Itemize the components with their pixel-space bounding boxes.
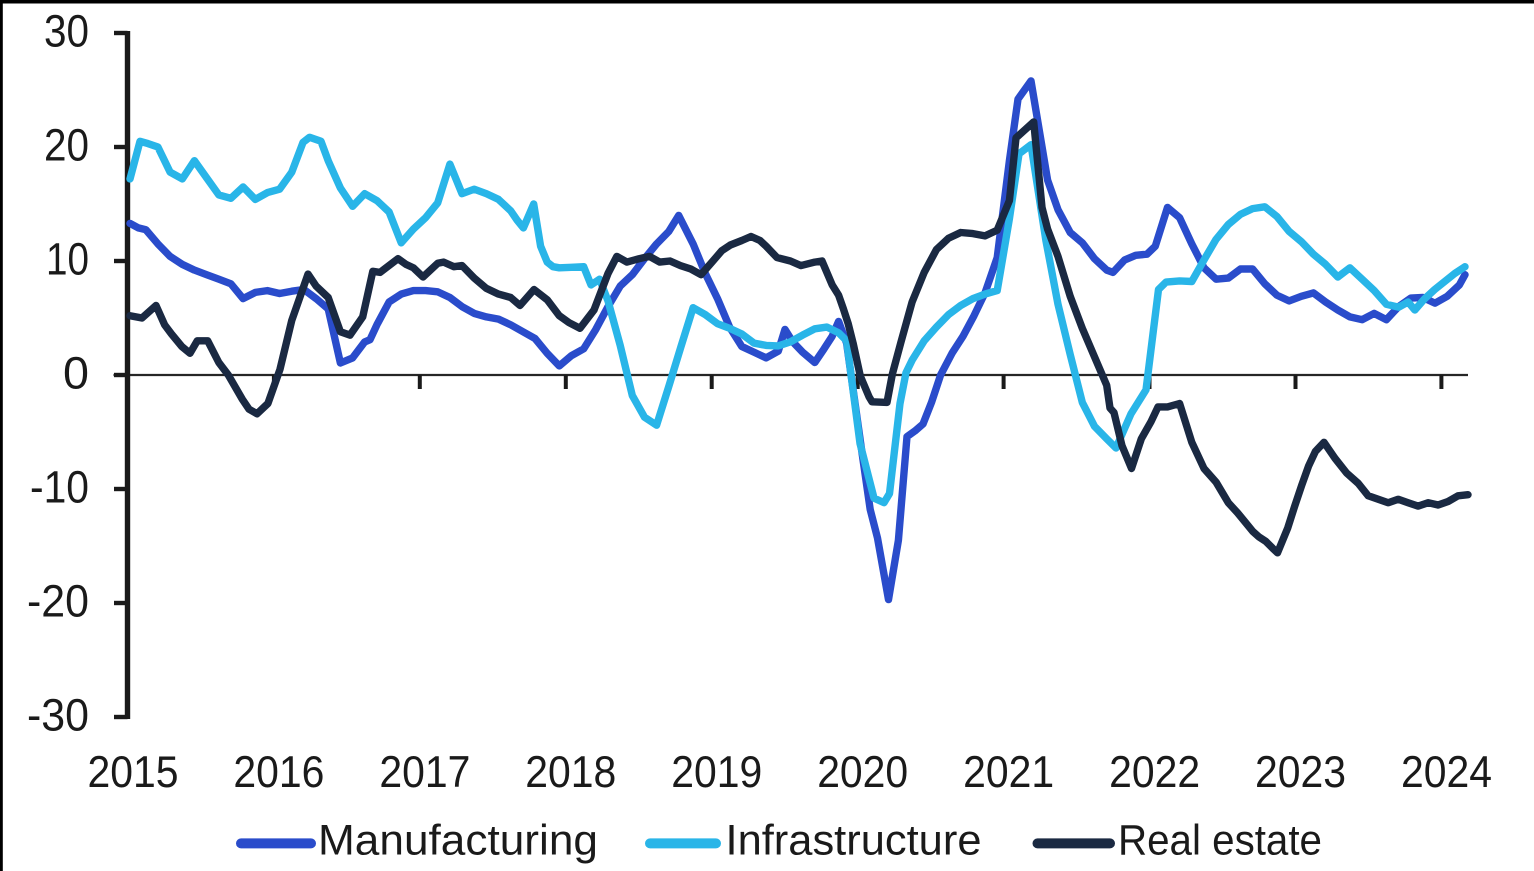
svg-text:20: 20 [44, 120, 89, 171]
svg-text:30: 30 [44, 6, 89, 57]
svg-text:-20: -20 [27, 576, 89, 627]
svg-text:10: 10 [46, 234, 89, 285]
svg-text:2017: 2017 [379, 748, 470, 797]
svg-text:2024: 2024 [1401, 748, 1492, 797]
svg-text:2021: 2021 [963, 748, 1054, 797]
svg-text:2022: 2022 [1109, 748, 1200, 797]
svg-text:Manufacturing: Manufacturing [318, 817, 598, 865]
svg-text:-10: -10 [30, 462, 89, 513]
svg-text:2020: 2020 [817, 748, 908, 797]
svg-text:2018: 2018 [525, 748, 616, 797]
svg-text:Real estate: Real estate [1118, 817, 1322, 865]
svg-text:-30: -30 [27, 690, 89, 741]
svg-text:0: 0 [63, 348, 89, 399]
svg-text:2016: 2016 [233, 748, 324, 797]
svg-text:Infrastructure: Infrastructure [726, 817, 982, 865]
svg-text:2019: 2019 [671, 748, 762, 797]
svg-text:2023: 2023 [1255, 748, 1346, 797]
svg-text:2015: 2015 [88, 748, 179, 797]
